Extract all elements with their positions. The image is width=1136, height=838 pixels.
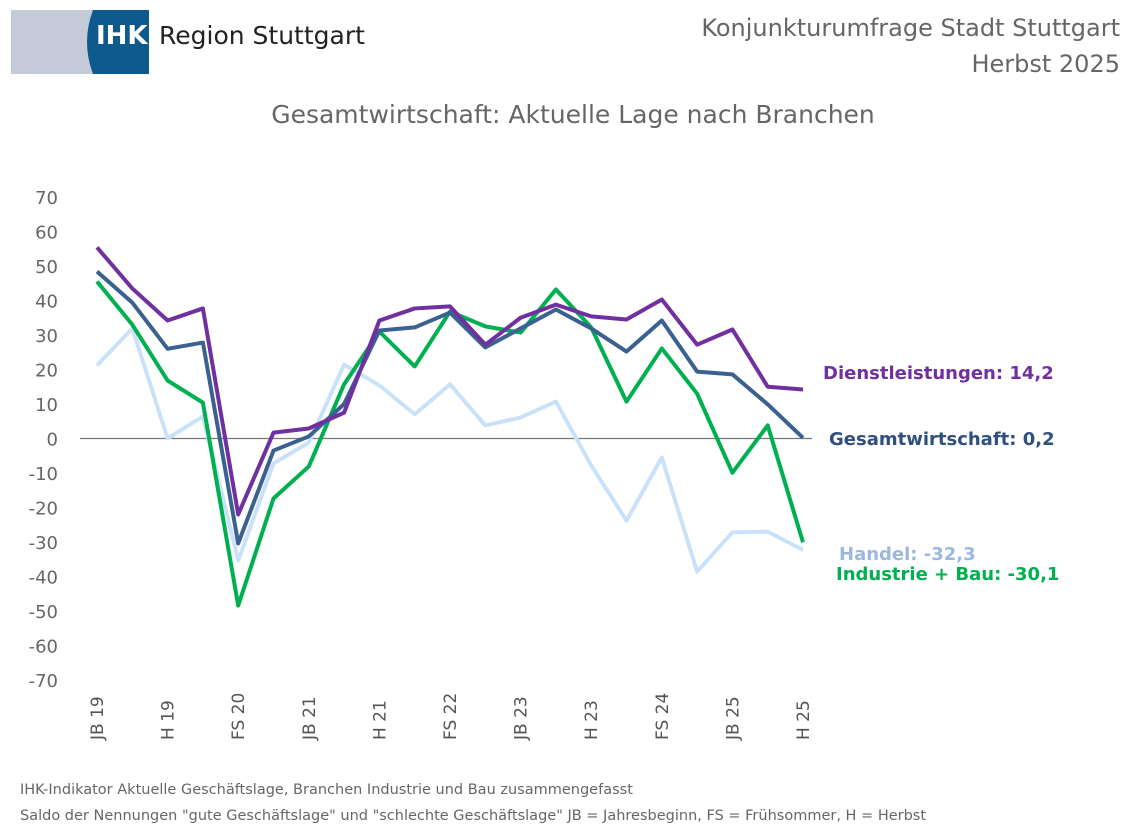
y-tick-label: 40 bbox=[35, 292, 58, 313]
series-end-label: Gesamtwirtschaft: 0,2 bbox=[829, 429, 1055, 450]
x-tick-label: JB 23 bbox=[512, 696, 532, 741]
ihk-logo: IHK Region Stuttgart bbox=[11, 10, 371, 80]
x-tick-label: JB 19 bbox=[88, 696, 108, 741]
y-tick-label: -20 bbox=[29, 499, 58, 520]
survey-season: Herbst 2025 bbox=[971, 50, 1120, 78]
y-tick-label: -50 bbox=[29, 602, 58, 623]
y-tick-label: 50 bbox=[35, 257, 58, 278]
series-line-industrie-bau bbox=[95, 280, 805, 608]
survey-title: Konjunkturumfrage Stadt Stuttgart bbox=[701, 14, 1120, 42]
y-tick-label: 0 bbox=[47, 430, 58, 451]
x-tick-label: FS 22 bbox=[441, 693, 461, 740]
series-line-handel bbox=[95, 326, 804, 574]
y-tick-label: 30 bbox=[35, 326, 58, 347]
y-tick-label: 20 bbox=[35, 361, 58, 382]
footnote-1: IHK-Indikator Aktuelle Geschäftslage, Br… bbox=[20, 782, 633, 798]
x-tick-label: FS 20 bbox=[229, 693, 249, 740]
y-tick-label: 70 bbox=[35, 188, 58, 209]
y-tick-label: 60 bbox=[35, 223, 58, 244]
chart-title: Gesamtwirtschaft: Aktuelle Lage nach Bra… bbox=[271, 100, 875, 129]
footnote-2: Saldo der Nennungen "gute Geschäftslage"… bbox=[20, 808, 927, 824]
y-tick-label: 10 bbox=[35, 395, 58, 416]
series-line-dienstleistungen bbox=[95, 246, 804, 517]
y-tick-label: -30 bbox=[29, 533, 58, 554]
x-tick-label: FS 24 bbox=[653, 693, 673, 740]
x-tick-label: H 23 bbox=[582, 700, 602, 740]
x-tick-label: H 21 bbox=[370, 700, 390, 740]
x-tick-label: JB 25 bbox=[723, 696, 743, 741]
x-tick-label: H 25 bbox=[794, 700, 814, 740]
series-end-label: Industrie + Bau: -30,1 bbox=[836, 564, 1059, 585]
series-end-label: Handel: -32,3 bbox=[839, 544, 976, 565]
x-tick-label: JB 21 bbox=[300, 696, 320, 741]
svg-text:IHK: IHK bbox=[96, 21, 148, 51]
y-tick-label: -70 bbox=[29, 671, 58, 692]
svg-text:Region Stuttgart: Region Stuttgart bbox=[159, 21, 365, 50]
y-tick-label: -10 bbox=[29, 464, 58, 485]
x-tick-label: H 19 bbox=[159, 700, 179, 740]
y-tick-label: -60 bbox=[29, 637, 58, 658]
series-end-label: Dienstleistungen: 14,2 bbox=[823, 363, 1054, 384]
y-tick-label: -40 bbox=[29, 568, 58, 589]
